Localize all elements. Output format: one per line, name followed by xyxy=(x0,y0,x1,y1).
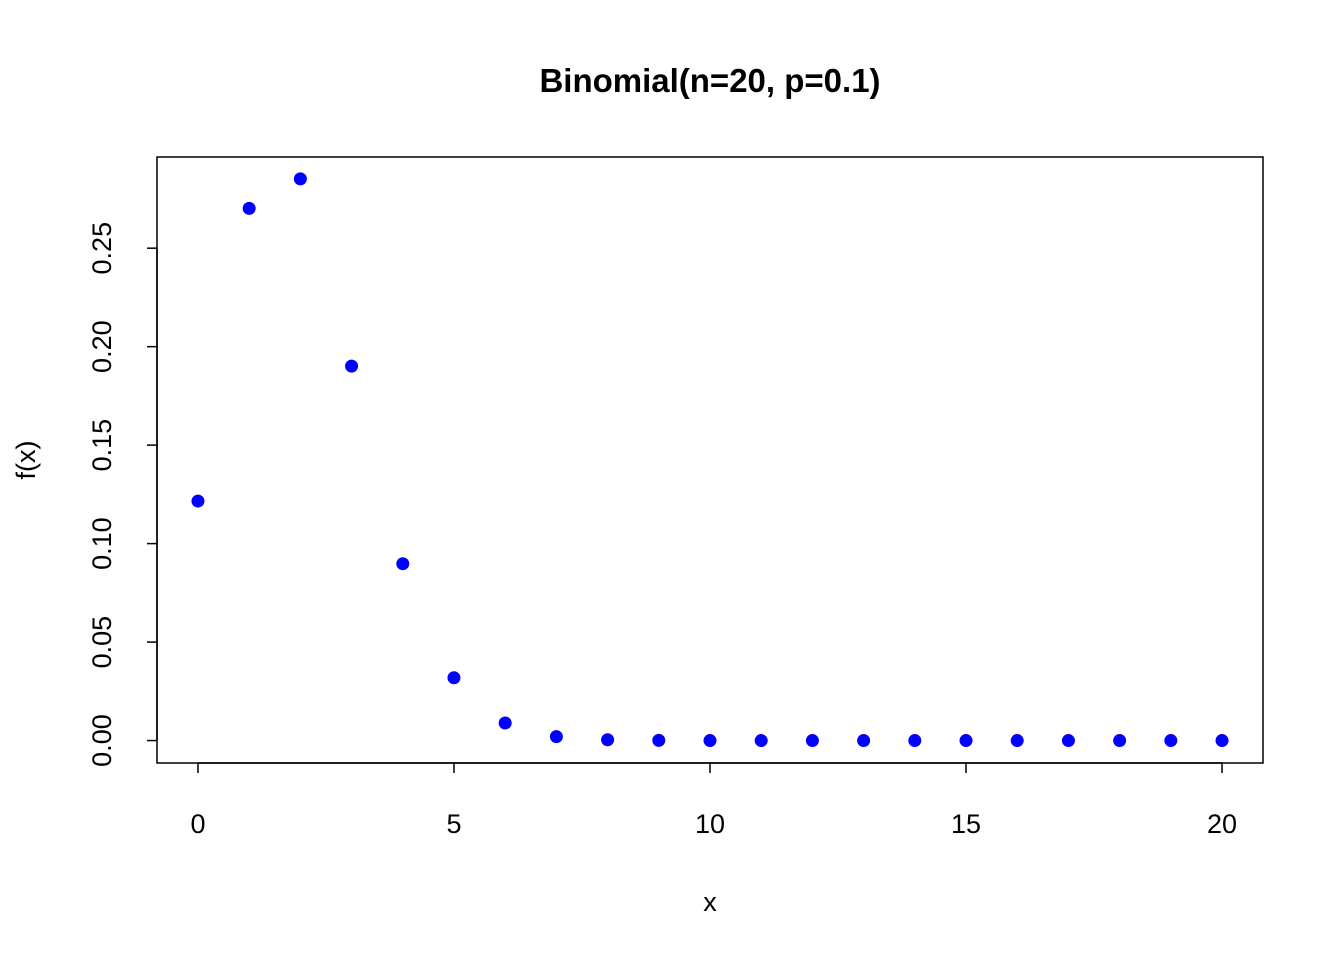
data-point xyxy=(754,734,768,748)
y-tick-label: 0.00 xyxy=(87,714,117,767)
data-point xyxy=(191,494,205,508)
data-point xyxy=(293,172,307,186)
data-point xyxy=(857,734,871,748)
y-tick-label: 0.25 xyxy=(87,222,117,275)
x-axis-label: x xyxy=(703,887,717,917)
data-point xyxy=(549,730,563,744)
data-point xyxy=(1164,734,1178,748)
y-tick-label: 0.20 xyxy=(87,320,117,373)
data-point xyxy=(345,359,359,373)
x-tick-label: 20 xyxy=(1207,809,1237,839)
data-point xyxy=(1061,734,1075,748)
data-point xyxy=(396,557,410,571)
data-point xyxy=(1113,734,1127,748)
x-tick-label: 10 xyxy=(695,809,725,839)
y-axis-label: f(x) xyxy=(11,441,41,480)
chart-title: Binomial(n=20, p=0.1) xyxy=(539,62,880,99)
y-tick-label: 0.15 xyxy=(87,419,117,472)
data-point xyxy=(652,733,666,747)
data-point xyxy=(1010,734,1024,748)
x-tick-label: 5 xyxy=(446,809,461,839)
data-point xyxy=(805,734,819,748)
data-points xyxy=(191,172,1229,748)
y-tick-label: 0.10 xyxy=(87,517,117,570)
data-point xyxy=(908,734,922,748)
x-axis: 0 5 10 15 20 xyxy=(190,762,1237,839)
y-axis: 0.00 0.05 0.10 0.15 0.20 0.25 xyxy=(87,222,158,767)
y-tick-label: 0.05 xyxy=(87,616,117,669)
data-point xyxy=(242,201,256,215)
data-point xyxy=(703,734,717,748)
x-tick-label: 15 xyxy=(951,809,981,839)
plot-area-border xyxy=(156,156,1264,764)
data-point xyxy=(447,671,461,685)
data-point xyxy=(498,716,512,730)
data-point xyxy=(959,734,973,748)
data-point xyxy=(601,733,615,747)
data-point xyxy=(1215,734,1229,748)
x-tick-label: 0 xyxy=(190,809,205,839)
